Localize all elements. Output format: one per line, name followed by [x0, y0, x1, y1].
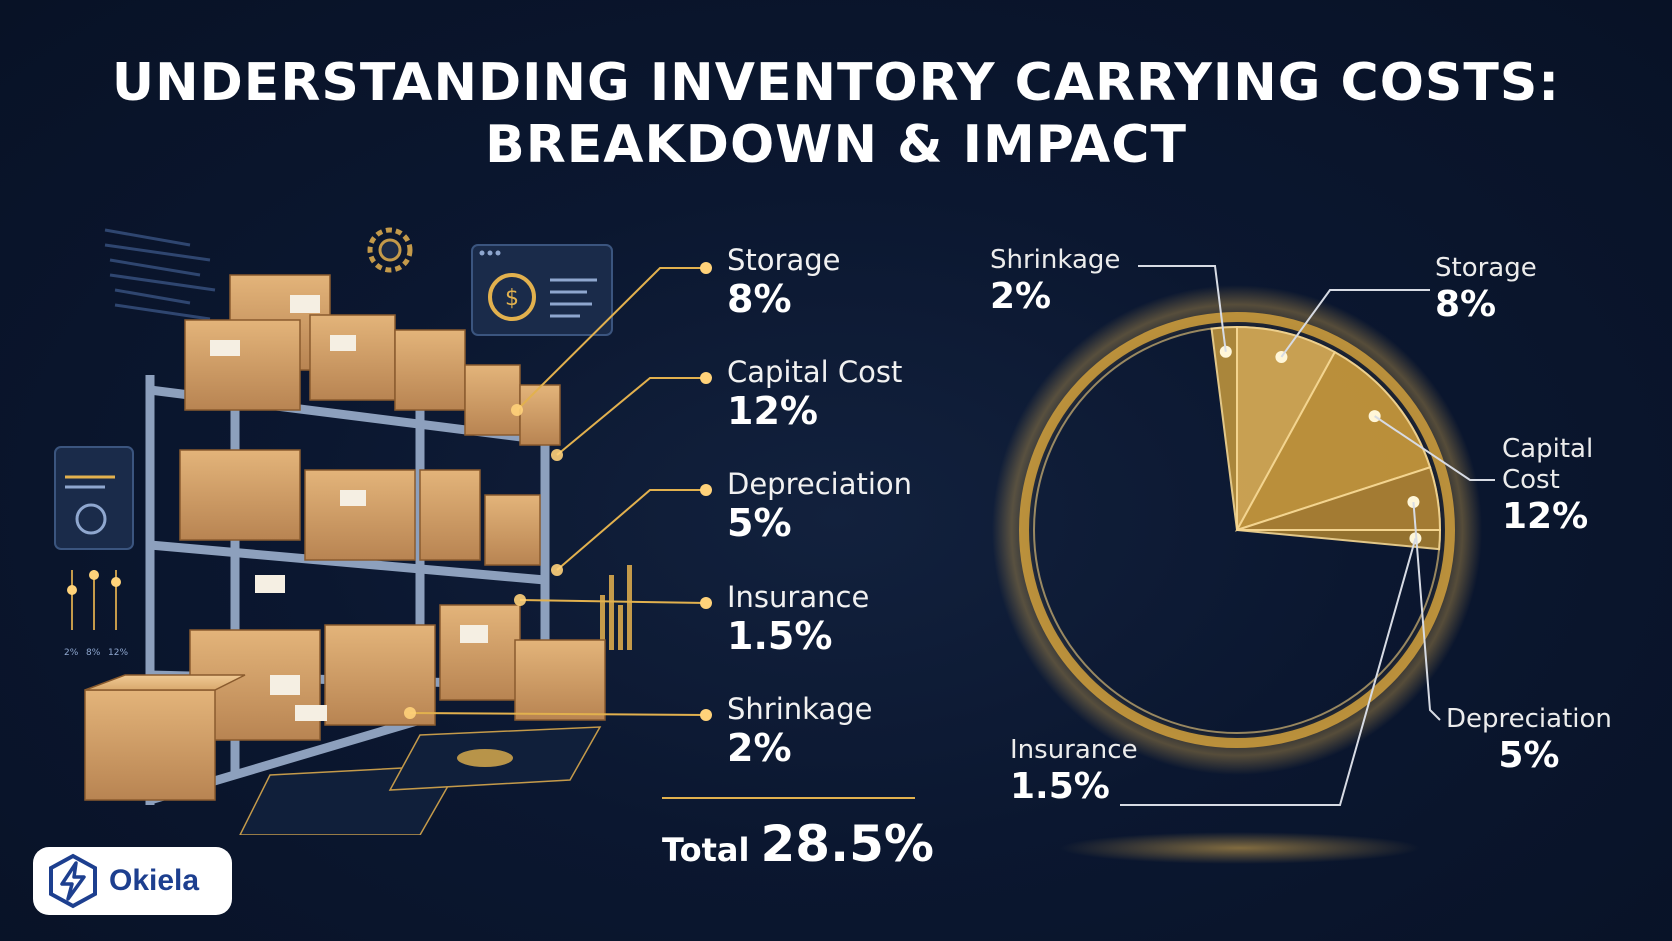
callout-depreciation: Depreciation 5%: [727, 467, 912, 545]
callout-depreciation-value: 5%: [727, 501, 792, 545]
callout-shrinkage-value: 2%: [727, 726, 792, 770]
total-divider: [662, 797, 915, 799]
title-line-1: UNDERSTANDING INVENTORY CARRYING COSTS:: [111, 53, 1561, 113]
pie-label-shrinkage-name: Shrinkage: [990, 245, 1121, 275]
pie-label-depreciation-name: Depreciation: [1446, 704, 1612, 734]
gear-icon: [367, 227, 413, 273]
dot-depreciation: [700, 484, 712, 496]
pie-label-depreciation-value: 5%: [1498, 735, 1560, 776]
pie-leader-storage: [1280, 289, 1430, 358]
total-summary: Total 28.5%: [662, 815, 934, 873]
gauge-label-2: 8%: [86, 648, 101, 658]
gauge-label-3: 12%: [108, 648, 128, 658]
callout-capital-cost-value: 12%: [727, 389, 818, 433]
pie-label-insurance: Insurance 1.5%: [1010, 735, 1138, 808]
pie-slice-storage: [1236, 325, 1337, 531]
brand-logo-badge: Okiela: [33, 847, 232, 915]
dot-capital-cost: [700, 372, 712, 384]
pie-label-insurance-value: 1.5%: [1010, 766, 1110, 807]
dashboard-panel: $: [471, 244, 613, 336]
dot-storage: [700, 262, 712, 274]
leader-shrinkage: [409, 712, 707, 716]
dot-insurance: [700, 597, 712, 609]
leader-depreciation: [556, 489, 706, 571]
callout-depreciation-name: Depreciation: [727, 467, 913, 501]
leader-insurance: [519, 599, 707, 604]
callout-storage: Storage 8%: [727, 243, 840, 321]
pie-label-storage-value: 8%: [1435, 284, 1497, 325]
callout-insurance-value: 1.5%: [727, 614, 833, 658]
pie-label-insurance-name: Insurance: [1010, 735, 1138, 765]
code-lines-decor: [104, 228, 216, 321]
callout-insurance: Insurance 1.5%: [727, 580, 869, 658]
pie-floor-glow: [1060, 832, 1420, 864]
bar-chart-decor: [600, 565, 632, 650]
callout-shrinkage-name: Shrinkage: [727, 692, 873, 726]
callout-insurance-name: Insurance: [727, 580, 870, 614]
pie-slice-shrinkage: [1210, 325, 1238, 531]
pie-label-shrinkage: Shrinkage 2%: [990, 245, 1120, 318]
callout-storage-value: 8%: [727, 277, 792, 321]
pie-leader-lines: [1120, 265, 1495, 806]
leader-storage: [516, 267, 706, 411]
page-title: UNDERSTANDING INVENTORY CARRYING COSTS: …: [0, 52, 1672, 176]
callout-shrinkage: Shrinkage 2%: [727, 692, 872, 770]
pie-label-capital-cost: Capital Cost 12%: [1502, 434, 1612, 538]
title-line-2: BREAKDOWN & IMPACT: [485, 115, 1187, 175]
pie-label-shrinkage-value: 2%: [990, 276, 1052, 317]
pie-leader-shrinkage: [1138, 265, 1227, 352]
dot-shrinkage: [700, 709, 712, 721]
floor-panels: [239, 726, 602, 835]
warehouse-illustration: $ 2% 8% 12%: [54, 227, 632, 835]
pie-slice-insurance: [1236, 529, 1442, 551]
callout-storage-name: Storage: [727, 243, 841, 277]
pie-slices: [1210, 325, 1442, 551]
total-label: Total: [662, 831, 750, 869]
pie-label-capital-cost-value: 12%: [1502, 496, 1589, 537]
pie-label-depreciation: Depreciation 5%: [1446, 704, 1612, 777]
callout-capital-cost-name: Capital Cost: [727, 355, 903, 389]
box-labels: [210, 295, 488, 721]
pie-ring: [1019, 312, 1455, 748]
pie-leader-capital-cost: [1374, 415, 1495, 481]
pie-slice-capital-cost: [1234, 350, 1432, 532]
pie-label-storage: Storage 8%: [1435, 253, 1537, 326]
callout-capital-cost: Capital Cost 12%: [727, 355, 902, 433]
lightning-bolt-icon: [49, 853, 97, 909]
pie-label-storage-name: Storage: [1435, 253, 1537, 283]
brand-name: Okiela: [109, 864, 200, 897]
gauge-label-1: 2%: [64, 648, 79, 658]
monitor-widget: [54, 446, 134, 550]
pie-leader-depreciation: [1412, 501, 1441, 721]
dollar-icon: $: [505, 286, 519, 311]
pie-label-capital-cost-name: Capital Cost: [1502, 434, 1594, 495]
leader-capital-cost: [556, 377, 706, 456]
total-value: 28.5%: [760, 815, 934, 873]
gauge-sliders: 2% 8% 12%: [64, 570, 128, 658]
pie-leader-insurance: [1120, 538, 1417, 806]
